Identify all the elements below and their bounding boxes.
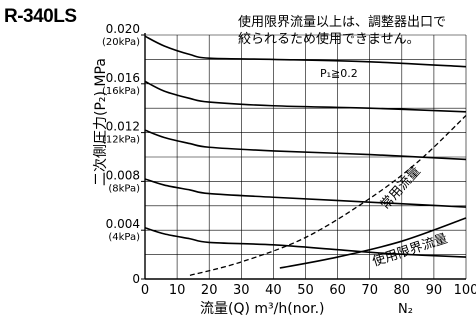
y-axis-label: 二次側圧力(P₂) MPa xyxy=(93,58,109,186)
pressure-curve-3 xyxy=(144,129,467,161)
y-tick-sublabel: (4kPa) xyxy=(108,232,140,243)
y-tick-label: 0.004 xyxy=(106,217,140,231)
y-tick-sublabel: (16kPa) xyxy=(102,86,140,97)
pressure-curve-1 xyxy=(144,35,467,68)
pressure-curve-5 xyxy=(144,226,467,258)
x-tick-label: 90 xyxy=(426,283,443,298)
note-line-1: 使用限界流量以上は、調整器出口で xyxy=(238,15,447,30)
x-axis-label: 流量(Q) m³/h(nor.) xyxy=(200,301,325,317)
y-tick-label: 0.012 xyxy=(106,120,140,134)
rated-flow-curve xyxy=(189,115,467,276)
axes xyxy=(144,33,466,280)
y-tick-label: 0.020 xyxy=(106,22,140,36)
inlet-pressure-label: P₁≧0.2 xyxy=(320,67,358,80)
pressure-curve-4 xyxy=(144,178,467,208)
x-tick-label: 0 xyxy=(141,283,149,298)
limit-flow-label: 使用限界流量 xyxy=(370,230,449,269)
x-tick-label: 50 xyxy=(297,283,314,298)
y-ticks: 0 0.004(4kPa) 0.008(8kPa) 0.012(12kPa) 0.016… xyxy=(102,22,145,286)
x-tick-label: 80 xyxy=(394,283,411,298)
y-tick-label: 0.008 xyxy=(106,168,140,182)
y-tick-sublabel: (8kPa) xyxy=(108,183,140,194)
usage-limit-note: 使用限界流量以上は、調整器出口で 絞られるため使用できません。 xyxy=(238,14,474,48)
x-tick-label: 60 xyxy=(329,283,346,298)
y-tick-label: 0.016 xyxy=(106,71,140,85)
x-axis-gas-unit: N₂ xyxy=(398,302,413,317)
pressure-curve-2 xyxy=(144,80,467,113)
rated-flow-label: 常用流量 xyxy=(378,164,424,213)
x-ticks: 0 10 20 30 40 50 60 70 80 90 100 xyxy=(141,283,476,298)
x-tick-label: 100 xyxy=(454,283,476,298)
model-name: R-340LS xyxy=(4,6,77,27)
x-tick-label: 20 xyxy=(201,283,218,298)
limit-flow-curve xyxy=(279,217,467,269)
y-tick-sublabel: (20kPa) xyxy=(102,37,140,48)
y-tick-label: 0 xyxy=(132,272,140,286)
x-tick-label: 10 xyxy=(169,283,186,298)
x-tick-label: 30 xyxy=(233,283,250,298)
y-tick-sublabel: (12kPa) xyxy=(102,135,140,146)
note-line-2: 絞られるため使用できません。 xyxy=(238,32,420,47)
x-tick-label: 70 xyxy=(361,283,378,298)
x-tick-label: 40 xyxy=(265,283,282,298)
curves xyxy=(144,35,467,276)
